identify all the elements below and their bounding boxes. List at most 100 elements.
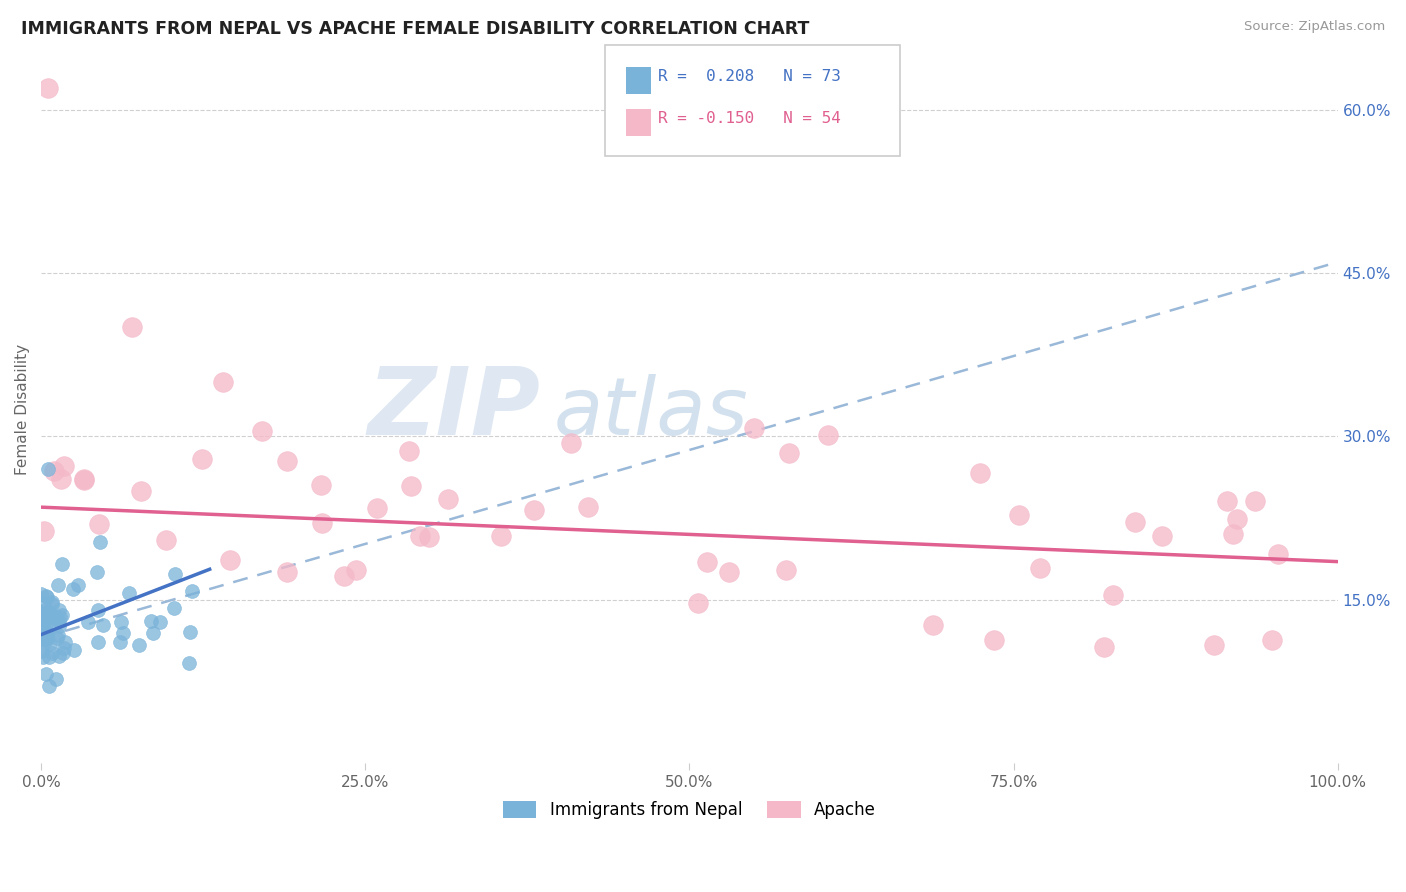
Point: [118, 585, 141, 599]
Point: [48, 615, 70, 629]
Point: [149, 615, 172, 629]
Point: [42, 609, 65, 624]
Point: [87, 634, 110, 648]
Point: [38, 649, 60, 664]
Point: [30, 586, 52, 600]
Point: [250, 424, 273, 438]
Point: [66, 578, 89, 592]
Point: [1204, 638, 1226, 652]
Point: [121, 320, 143, 334]
Point: [35, 632, 58, 646]
Point: [91, 618, 114, 632]
Point: [309, 478, 332, 492]
Point: [969, 466, 991, 480]
Point: [1150, 528, 1173, 542]
Point: [142, 625, 165, 640]
Point: [87, 517, 110, 532]
Point: [742, 421, 765, 435]
Point: [52, 458, 75, 473]
Point: [366, 501, 388, 516]
Point: [211, 375, 233, 389]
Point: [775, 563, 797, 577]
Point: [46, 627, 69, 641]
Point: [44, 464, 66, 478]
Point: [276, 454, 298, 468]
Point: [1226, 512, 1249, 526]
Point: [32, 636, 55, 650]
Point: [41, 646, 63, 660]
Point: [45, 610, 67, 624]
Point: [51, 607, 73, 622]
Point: [34, 618, 56, 632]
Text: R = -0.150   N = 54: R = -0.150 N = 54: [658, 111, 841, 126]
Point: [165, 567, 187, 582]
Point: [696, 555, 718, 569]
Point: [112, 625, 135, 640]
Point: [45, 612, 67, 626]
Point: [560, 435, 582, 450]
Point: [32, 606, 55, 620]
Point: [87, 602, 110, 616]
Text: Source: ZipAtlas.com: Source: ZipAtlas.com: [1244, 20, 1385, 33]
Point: [32, 596, 55, 610]
Point: [51, 647, 73, 661]
Point: [41, 595, 63, 609]
Point: [180, 583, 202, 598]
Point: [983, 633, 1005, 648]
Point: [34, 602, 56, 616]
Point: [34, 609, 56, 624]
Point: [48, 603, 70, 617]
Point: [62, 643, 84, 657]
Point: [1008, 508, 1031, 522]
Point: [333, 569, 356, 583]
Point: [37, 607, 59, 621]
Point: [408, 529, 430, 543]
Point: [778, 446, 800, 460]
Point: [34, 524, 56, 539]
Point: [219, 553, 242, 567]
Point: [179, 624, 201, 639]
Point: [1123, 515, 1146, 529]
Point: [311, 516, 333, 531]
Point: [73, 473, 96, 487]
Point: [399, 479, 422, 493]
Point: [38, 679, 60, 693]
Point: [276, 566, 298, 580]
Point: [32, 623, 55, 637]
Point: [34, 607, 56, 621]
Point: [38, 605, 60, 619]
Point: [155, 533, 177, 547]
Point: [86, 565, 108, 579]
Point: [38, 637, 60, 651]
Text: IMMIGRANTS FROM NEPAL VS APACHE FEMALE DISABILITY CORRELATION CHART: IMMIGRANTS FROM NEPAL VS APACHE FEMALE D…: [21, 20, 810, 37]
Text: ZIP: ZIP: [367, 363, 540, 455]
Point: [35, 591, 58, 605]
Point: [1261, 632, 1284, 647]
Point: [53, 641, 76, 656]
Point: [48, 648, 70, 663]
Point: [35, 667, 58, 681]
Point: [177, 656, 200, 670]
Point: [30, 612, 52, 626]
Point: [31, 615, 53, 630]
Point: [578, 500, 600, 514]
Point: [35, 630, 58, 644]
Point: [418, 530, 440, 544]
Point: [48, 619, 70, 633]
Point: [30, 605, 52, 619]
Point: [89, 535, 111, 549]
Point: [37, 614, 59, 628]
Point: [141, 614, 163, 628]
Point: [46, 631, 69, 645]
Point: [37, 80, 59, 95]
Point: [45, 672, 67, 686]
Point: [1094, 640, 1116, 655]
Point: [191, 451, 214, 466]
Point: [489, 529, 512, 543]
Point: [686, 596, 709, 610]
Text: R =  0.208   N = 73: R = 0.208 N = 73: [658, 69, 841, 84]
Y-axis label: Female Disability: Female Disability: [15, 343, 30, 475]
Point: [1029, 561, 1052, 575]
Point: [53, 634, 76, 648]
Point: [31, 644, 53, 658]
